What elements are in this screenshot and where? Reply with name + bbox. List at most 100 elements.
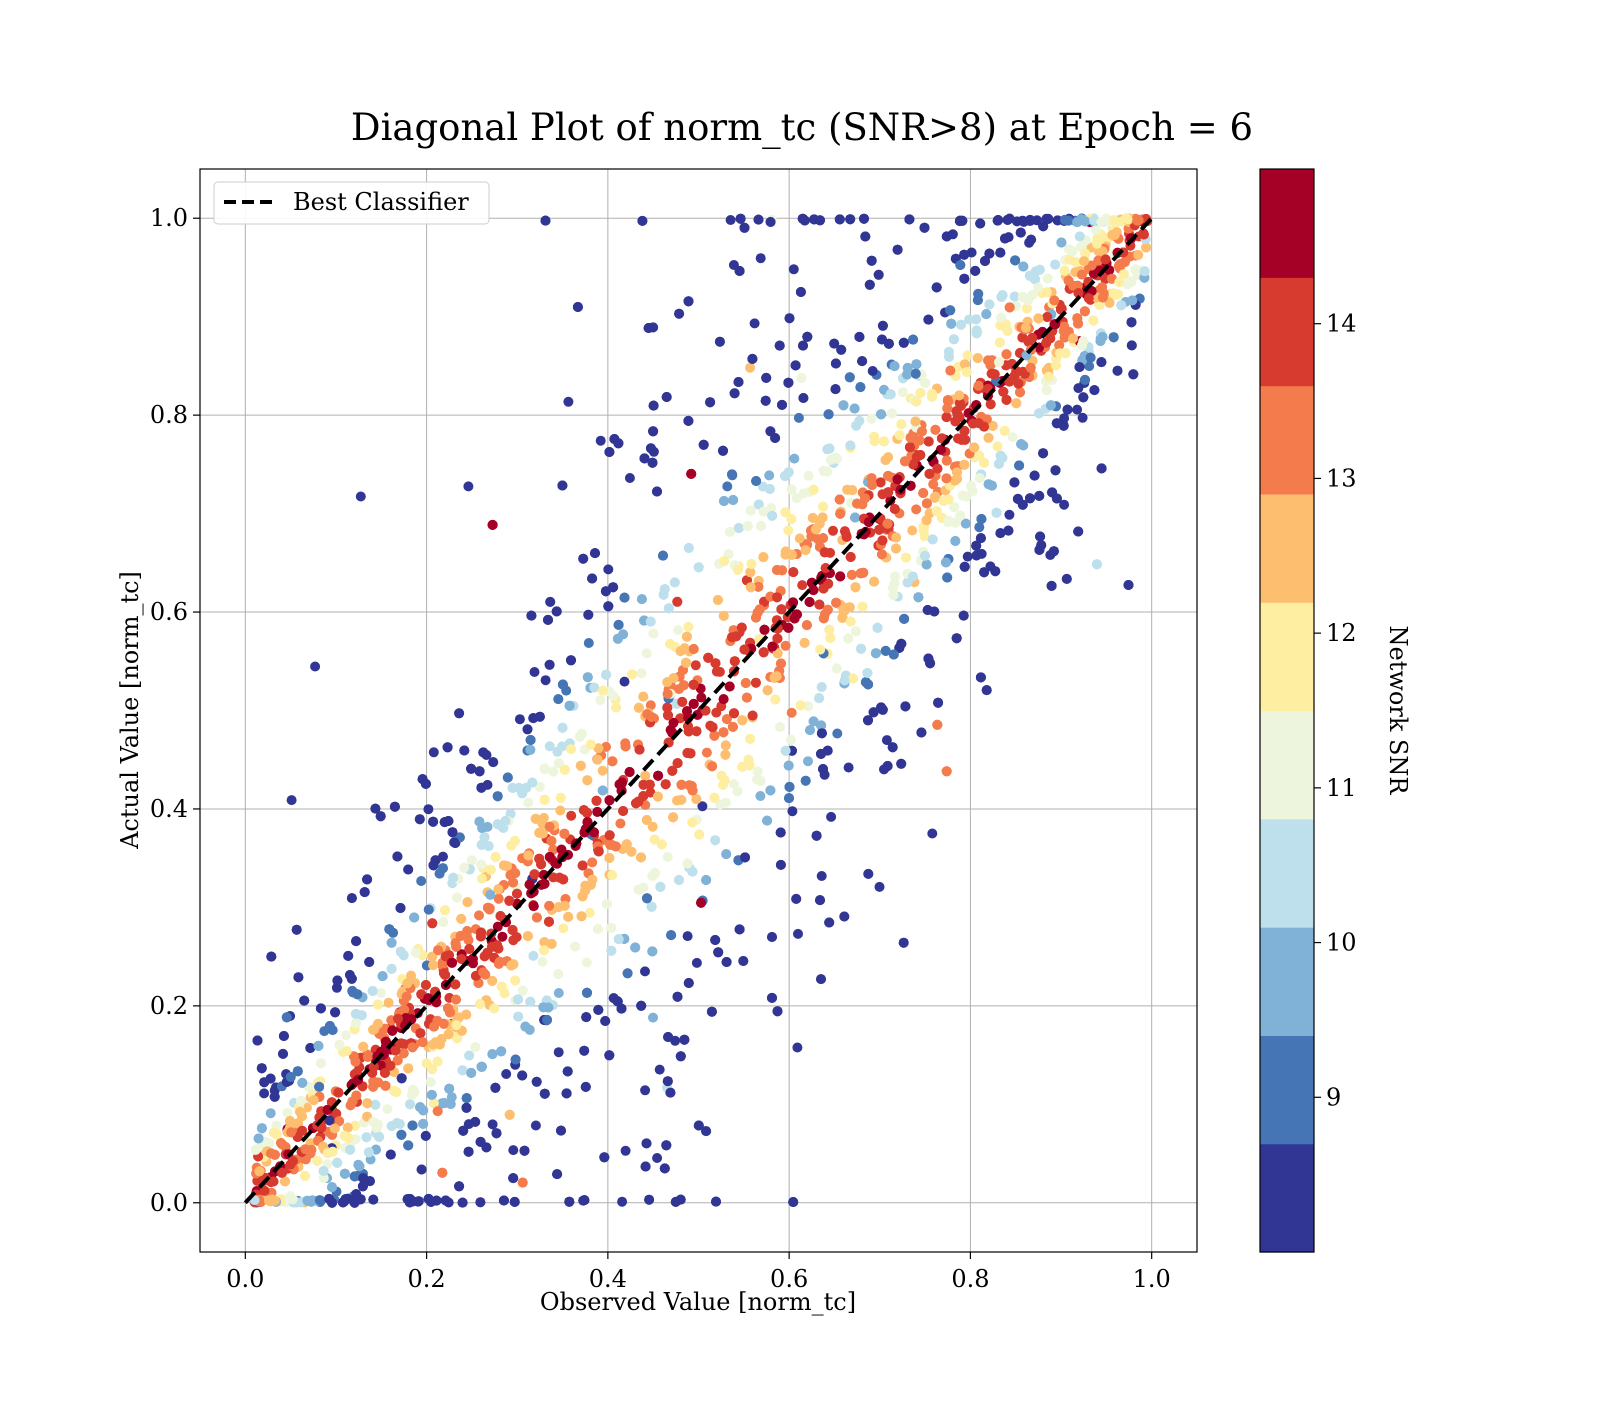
- scatter-point: [916, 728, 926, 738]
- scatter-point: [719, 727, 729, 737]
- scatter-point: [766, 217, 776, 227]
- scatter-point: [874, 525, 884, 535]
- scatter-point: [996, 313, 1006, 323]
- scatter-point: [786, 735, 796, 745]
- scatter-point: [351, 1057, 361, 1067]
- scatter-point: [709, 793, 719, 803]
- scatter-point: [687, 817, 697, 827]
- scatter-point: [737, 623, 747, 633]
- scatter-point: [558, 874, 568, 884]
- scatter-point: [634, 703, 644, 713]
- scatter-point: [930, 425, 940, 435]
- scatter-point: [944, 516, 954, 526]
- scatter-point: [578, 554, 588, 564]
- scatter-point: [691, 660, 701, 670]
- scatter-point: [1003, 526, 1013, 536]
- scatter-point: [542, 1015, 552, 1025]
- scatter-point: [386, 1150, 396, 1160]
- scatter-point: [408, 1121, 418, 1131]
- scatter-point: [640, 966, 650, 976]
- scatter-point: [710, 935, 720, 945]
- scatter-point: [595, 695, 605, 705]
- scatter-point: [578, 861, 588, 871]
- scatter-point: [819, 466, 829, 476]
- scatter-point: [594, 846, 604, 856]
- scatter-point: [499, 860, 509, 870]
- scatter-point: [802, 332, 812, 342]
- scatter-point: [563, 912, 573, 922]
- scatter-point: [676, 795, 686, 805]
- scatter-point: [513, 1012, 523, 1022]
- scatter-point: [787, 485, 797, 495]
- scatter-point: [995, 338, 1005, 348]
- scatter-point: [615, 779, 625, 789]
- scatter-point: [857, 356, 867, 366]
- scatter-point: [1000, 426, 1010, 436]
- scatter-point: [463, 897, 473, 907]
- scatter-point: [845, 214, 855, 224]
- scatter-point: [487, 1049, 497, 1059]
- scatter-point: [635, 745, 645, 755]
- scatter-point: [942, 412, 952, 422]
- scatter-point: [923, 605, 933, 615]
- scatter-point: [817, 728, 827, 738]
- scatter-point: [523, 798, 533, 808]
- scatter-point: [429, 747, 439, 757]
- scatter-point: [660, 584, 670, 594]
- scatter-point: [604, 1050, 614, 1060]
- scatter-point: [895, 430, 905, 440]
- scatter-point: [987, 481, 997, 491]
- scatter-point: [736, 214, 746, 224]
- scatter-point: [362, 1132, 372, 1142]
- scatter-point: [510, 976, 520, 986]
- scatter-point: [351, 936, 361, 946]
- scatter-point: [617, 1197, 627, 1207]
- scatter-point: [689, 680, 699, 690]
- scatter-point: [462, 931, 472, 941]
- scatter-point: [257, 1123, 267, 1133]
- scatter-point: [759, 507, 769, 517]
- scatter-point: [422, 1058, 432, 1068]
- scatter-point: [998, 387, 1008, 397]
- scatter-point: [577, 911, 587, 921]
- scatter-point: [369, 1024, 379, 1034]
- scatter-point: [566, 744, 576, 754]
- scatter-point: [850, 513, 860, 523]
- scatter-point: [984, 299, 994, 309]
- scatter-point: [992, 508, 1002, 518]
- scatter-point: [878, 321, 888, 331]
- scatter-point: [645, 780, 655, 790]
- scatter-point: [343, 951, 353, 961]
- scatter-point: [815, 645, 825, 655]
- scatter-point: [458, 1198, 468, 1208]
- scatter-point: [541, 216, 551, 226]
- scatter-point: [545, 660, 555, 670]
- scatter-point: [530, 869, 540, 879]
- scatter-point: [839, 606, 849, 616]
- scatter-point: [385, 1061, 395, 1071]
- scatter-point: [257, 1063, 267, 1073]
- scatter-point: [552, 747, 562, 757]
- scatter-point: [755, 604, 765, 614]
- scatter-point: [725, 682, 735, 692]
- scatter-point: [717, 771, 727, 781]
- scatter-point: [756, 776, 766, 786]
- scatter-point: [563, 397, 573, 407]
- scatter-point: [461, 1010, 471, 1020]
- scatter-point: [640, 1085, 650, 1095]
- scatter-point: [814, 693, 824, 703]
- scatter-point: [803, 756, 813, 766]
- scatter-point: [971, 314, 981, 324]
- scatter-point: [387, 938, 397, 948]
- scatter-point: [722, 481, 732, 491]
- scatter-point: [658, 551, 668, 561]
- scatter-point: [601, 670, 611, 680]
- scatter-point: [581, 1012, 591, 1022]
- scatter-point: [683, 859, 693, 869]
- scatter-point: [456, 914, 466, 924]
- scatter-point: [438, 917, 448, 927]
- scatter-point: [1127, 340, 1137, 350]
- scatter-point: [747, 354, 757, 364]
- scatter-point: [462, 1093, 472, 1103]
- scatter-point: [847, 570, 857, 580]
